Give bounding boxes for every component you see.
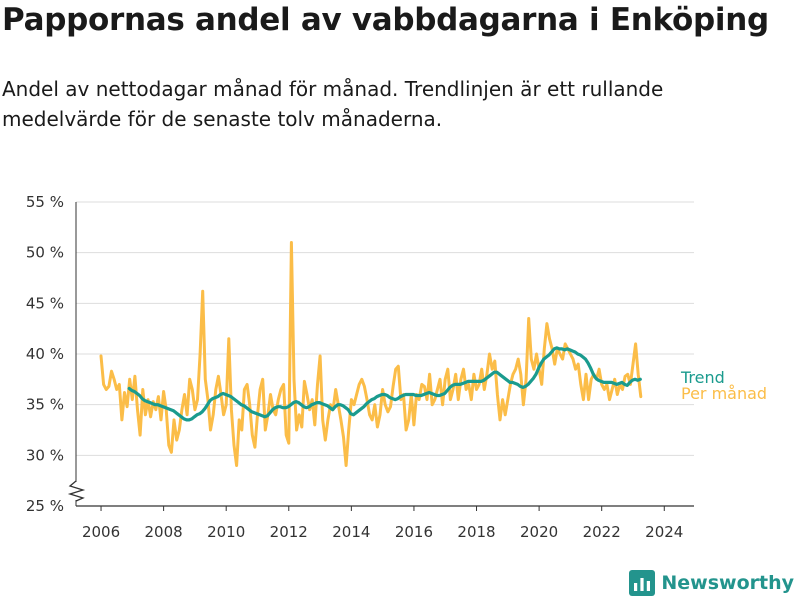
x-tick-label: 2006 [82, 523, 120, 541]
x-tick-label: 2010 [207, 523, 245, 541]
y-tick-label: 40 % [26, 345, 64, 363]
y-axis-tick-labels: 25 % 30 % 35 % 40 % 45 % 50 % 55 % [26, 193, 64, 515]
y-tick-label: 30 % [26, 446, 64, 464]
axes [67, 202, 694, 507]
grid-lines [76, 201, 694, 456]
y-tick-label: 50 % [26, 244, 64, 262]
x-tick-label: 2022 [583, 523, 621, 541]
x-tick-label: 2012 [270, 523, 308, 541]
x-tick-label: 2014 [332, 523, 370, 541]
brand-logo[interactable]: Newsworthy [629, 570, 794, 596]
x-tick-label: 2020 [520, 523, 558, 541]
trend-series-line [127, 346, 642, 422]
y-tick-label: 55 % [26, 193, 64, 211]
monthly-series-line [99, 241, 643, 467]
newsworthy-logo-icon [629, 570, 656, 596]
x-tick-label: 2024 [645, 523, 683, 541]
y-tick-label: 45 % [26, 294, 64, 312]
legend-label: Trend [680, 368, 725, 387]
chart-subtitle: Andel av nettodagar månad för månad. Tre… [2, 77, 664, 131]
y-axis-break-icon [67, 480, 86, 502]
x-tick-label: 2018 [457, 523, 495, 541]
x-axis-ticks: 2006 2008 2010 2012 2014 2016 2018 2020 2022 2024 [82, 506, 683, 541]
y-tick-label: 35 % [26, 396, 64, 414]
x-tick-label: 2008 [145, 523, 183, 541]
brand-name: Newsworthy [661, 572, 794, 594]
y-tick-label: 25 % [26, 497, 64, 515]
series-lines [99, 241, 643, 467]
legend-label: Per månad [681, 384, 767, 403]
x-tick-label: 2016 [395, 523, 433, 541]
page-title: Pappornas andel av vabbdagarna i Enköpin… [2, 2, 769, 38]
